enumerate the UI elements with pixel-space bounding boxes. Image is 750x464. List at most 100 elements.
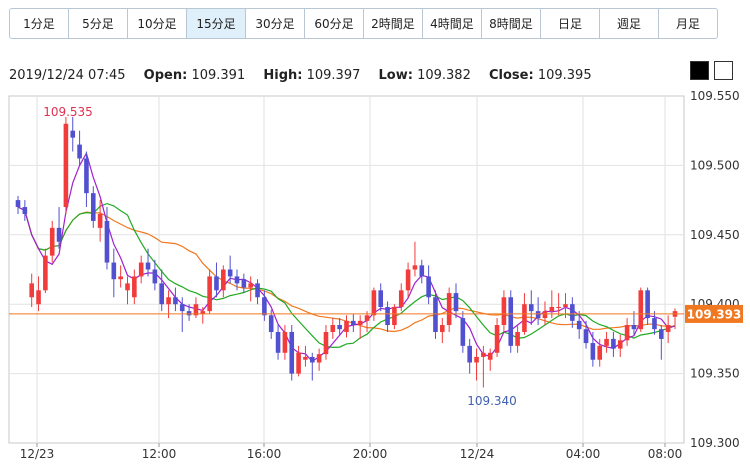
- ohlc-readout: 2019/12/24 07:45 Open: 109.391 High: 109…: [9, 68, 592, 83]
- candle-body: [487, 352, 493, 360]
- candle-body: [193, 304, 199, 316]
- candle-body: [90, 193, 96, 221]
- candle-body: [56, 227, 62, 242]
- candle-body: [528, 304, 534, 312]
- candle-body: [665, 325, 671, 332]
- candle-body: [166, 297, 171, 305]
- tab-2hour[interactable]: 2時間足: [364, 9, 423, 38]
- candle-body: [412, 265, 418, 270]
- candle-body: [576, 320, 582, 330]
- candle-body: [357, 320, 363, 326]
- candle-body: [152, 269, 158, 284]
- candle-body: [296, 352, 301, 374]
- candle-body: [227, 269, 233, 277]
- candle-body: [467, 345, 472, 363]
- candle-body: [570, 304, 575, 321]
- tab-5min[interactable]: 5分足: [69, 9, 128, 38]
- tab-1min[interactable]: 1分足: [10, 9, 69, 38]
- candle-body: [535, 311, 541, 319]
- candle-body: [303, 356, 308, 360]
- candle-body: [617, 340, 623, 349]
- candle-body: [392, 306, 397, 326]
- candle-body: [63, 123, 69, 208]
- candle-body: [138, 262, 144, 277]
- high-value: 109.397: [306, 68, 361, 83]
- tab-8hour[interactable]: 8時間足: [482, 9, 541, 38]
- candle-body: [549, 306, 555, 312]
- candle-body: [474, 356, 479, 363]
- candle-body: [659, 329, 664, 339]
- x-tick-label: 12:00: [142, 447, 177, 461]
- tab-monthly[interactable]: 月足: [675, 17, 700, 31]
- x-tick-label: 04:00: [566, 447, 601, 461]
- candle-body: [43, 255, 48, 291]
- candle-body: [419, 265, 425, 277]
- tab-daily[interactable]: 日足: [541, 9, 600, 38]
- candle-body: [330, 325, 336, 332]
- x-tick-label: 16:00: [247, 447, 282, 461]
- candle-body: [111, 262, 117, 280]
- candles-group: [15, 116, 678, 388]
- candle-body: [248, 283, 253, 288]
- candle-body: [398, 290, 404, 307]
- x-tick-label: 12/24: [460, 447, 495, 461]
- candle-body: [556, 306, 561, 308]
- candle-body: [132, 276, 137, 298]
- tab-10min[interactable]: 10分足: [128, 9, 187, 38]
- candle-body: [351, 320, 356, 326]
- low-label: Low:: [378, 68, 413, 83]
- candle-body: [638, 290, 644, 330]
- candle-body: [15, 200, 21, 208]
- candle-body: [200, 311, 206, 314]
- light-theme-button[interactable]: [714, 61, 733, 80]
- y-tick-label: 109.550: [690, 89, 740, 103]
- candle-body: [501, 297, 507, 326]
- y-tick-label: 109.500: [690, 158, 740, 172]
- candle-body: [446, 293, 452, 326]
- x-tick-label: 12/23: [20, 447, 55, 461]
- candle-body: [214, 276, 219, 291]
- candle-body: [159, 283, 165, 305]
- candle-body: [344, 320, 349, 332]
- candle-body: [282, 331, 288, 353]
- candle-body: [77, 144, 82, 159]
- candle-body: [481, 352, 486, 357]
- candle-body: [323, 331, 329, 355]
- candle-body: [590, 343, 596, 360]
- candle-body: [364, 315, 370, 321]
- candle-body: [173, 297, 178, 305]
- timeframe-tabs: 1分足 5分足 10分足 15分足 30分足 60分足 2時間足 4時間足 8時…: [9, 8, 718, 39]
- candle-body: [262, 297, 267, 316]
- dark-theme-button[interactable]: [690, 61, 709, 80]
- high-label: High:: [263, 68, 303, 83]
- candle-body: [84, 158, 89, 194]
- candle-body: [624, 325, 630, 341]
- tab-30min[interactable]: 30分足: [246, 9, 305, 38]
- tab-weekly[interactable]: 週足: [600, 9, 659, 38]
- candle-body: [104, 220, 110, 263]
- candle-body: [583, 329, 589, 344]
- candle-body: [508, 297, 514, 346]
- candle-body: [36, 290, 41, 305]
- candle-body: [316, 354, 322, 363]
- candle-body: [515, 331, 520, 346]
- close-label: Close:: [489, 68, 534, 83]
- candle-body: [221, 269, 226, 291]
- candle-body: [460, 318, 466, 346]
- candle-body: [29, 283, 34, 298]
- candle-body: [125, 283, 130, 291]
- candle-body: [234, 276, 240, 284]
- candle-body: [289, 331, 295, 374]
- y-tick-label: 109.300: [690, 436, 740, 450]
- tab-4hour[interactable]: 4時間足: [423, 9, 482, 38]
- candle-body: [522, 304, 527, 332]
- candle-body: [405, 269, 411, 291]
- candle-body: [631, 325, 637, 330]
- max-price-label: 109.535: [43, 105, 93, 119]
- candle-body: [241, 279, 247, 288]
- tab-15min[interactable]: 15分足: [187, 9, 246, 38]
- candle-body: [70, 130, 76, 138]
- candle-body: [645, 290, 650, 319]
- x-tick-label: 20:00: [353, 447, 388, 461]
- tab-60min[interactable]: 60分足: [305, 9, 364, 38]
